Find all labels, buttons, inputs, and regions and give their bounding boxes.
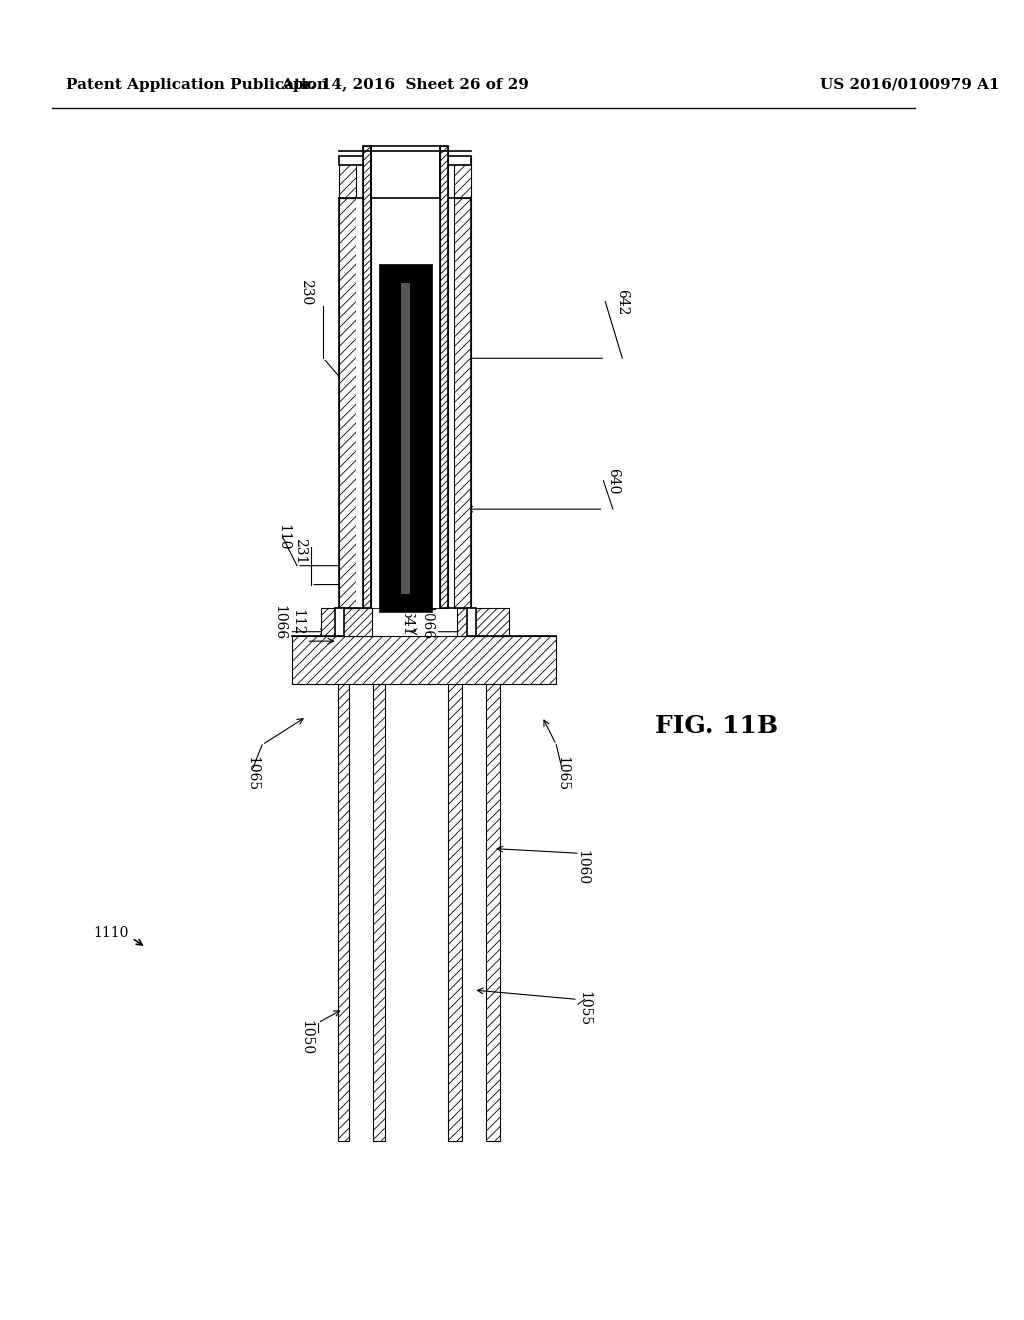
Bar (455, 156, 471, 198)
Bar (440, 147, 447, 609)
Bar (338, 678, 349, 1140)
Bar (321, 609, 373, 636)
Bar (455, 198, 471, 609)
Bar (371, 147, 440, 198)
Bar (447, 678, 462, 1140)
Bar (467, 609, 476, 636)
Text: 642: 642 (615, 289, 630, 315)
Bar (447, 678, 462, 1140)
Text: 231: 231 (293, 539, 307, 565)
Text: 1110: 1110 (93, 927, 129, 940)
Bar (356, 198, 455, 609)
Bar (374, 678, 385, 1140)
Text: 1065: 1065 (246, 755, 260, 791)
Bar (440, 147, 447, 609)
Bar (485, 678, 500, 1140)
Bar (455, 156, 471, 198)
Text: 1060: 1060 (575, 850, 590, 884)
Text: 1055: 1055 (578, 991, 592, 1027)
Bar (364, 147, 371, 609)
Bar (371, 147, 440, 609)
Bar (400, 282, 411, 594)
Text: 110: 110 (275, 524, 290, 550)
Text: 230: 230 (299, 279, 313, 305)
Text: Apr. 14, 2016  Sheet 26 of 29: Apr. 14, 2016 Sheet 26 of 29 (282, 78, 529, 92)
Bar (379, 264, 432, 612)
Bar (339, 156, 471, 165)
Bar (339, 198, 356, 609)
Bar (485, 678, 500, 1140)
Bar (335, 609, 344, 636)
Bar (364, 147, 371, 609)
Bar (374, 678, 385, 1140)
Text: 641: 641 (400, 609, 415, 635)
Bar (338, 678, 349, 1140)
Text: 1066: 1066 (419, 605, 433, 640)
Text: FIG. 11B: FIG. 11B (655, 714, 778, 738)
Text: 1050: 1050 (299, 1019, 313, 1055)
Bar (455, 198, 471, 609)
Bar (339, 156, 356, 198)
Text: Patent Application Publication: Patent Application Publication (66, 78, 328, 92)
Text: 1066: 1066 (272, 605, 286, 640)
Bar (440, 147, 447, 609)
Bar (364, 147, 371, 609)
Bar (339, 198, 471, 609)
Text: 1065: 1065 (555, 755, 569, 791)
Text: 112: 112 (290, 609, 304, 635)
Bar (458, 609, 509, 636)
Bar (339, 156, 356, 198)
Bar (292, 636, 556, 684)
Bar (321, 609, 373, 636)
Text: US 2016/0100979 A1: US 2016/0100979 A1 (820, 78, 999, 92)
Bar (292, 636, 556, 684)
Bar (458, 609, 509, 636)
Bar (339, 198, 356, 609)
Text: 640: 640 (606, 467, 620, 494)
